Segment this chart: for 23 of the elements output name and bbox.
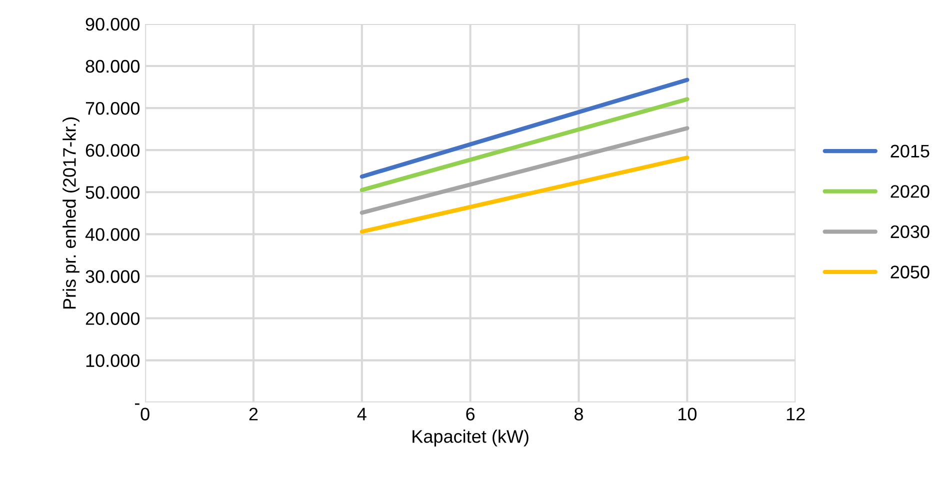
y-tick-label: 90.000 [86,18,140,31]
y-tick-label: - [135,403,140,405]
legend-label: 2050 [890,266,930,278]
y-tick-label: 30.000 [86,270,140,283]
x-axis-title: Kapacitet (kW) [412,430,528,446]
x-tick-label: 6 [466,408,475,420]
x-tick-label: 0 [140,408,150,420]
x-tick-label: 8 [574,408,583,420]
y-axis-title: Pris pr. enhed (2017-kr.) [62,117,80,309]
y-tick-label: 10.000 [86,354,140,368]
legend-label: 2020 [890,185,930,198]
x-tick-label: 2 [249,408,258,420]
y-tick-label: 80.000 [86,60,140,73]
x-tick-label: 4 [357,408,366,420]
y-tick-label: 60.000 [86,144,140,157]
y-tick-label: 70.000 [86,102,140,115]
x-tick-label: 12 [786,408,805,420]
y-tick-label: 20.000 [86,312,140,325]
x-tick-label: 10 [678,408,697,420]
y-tick-label: 40.000 [85,228,140,241]
legend-label: 2030 [890,225,930,238]
y-tick-label: 50.000 [86,186,140,199]
legend-label: 2015 [890,144,930,158]
